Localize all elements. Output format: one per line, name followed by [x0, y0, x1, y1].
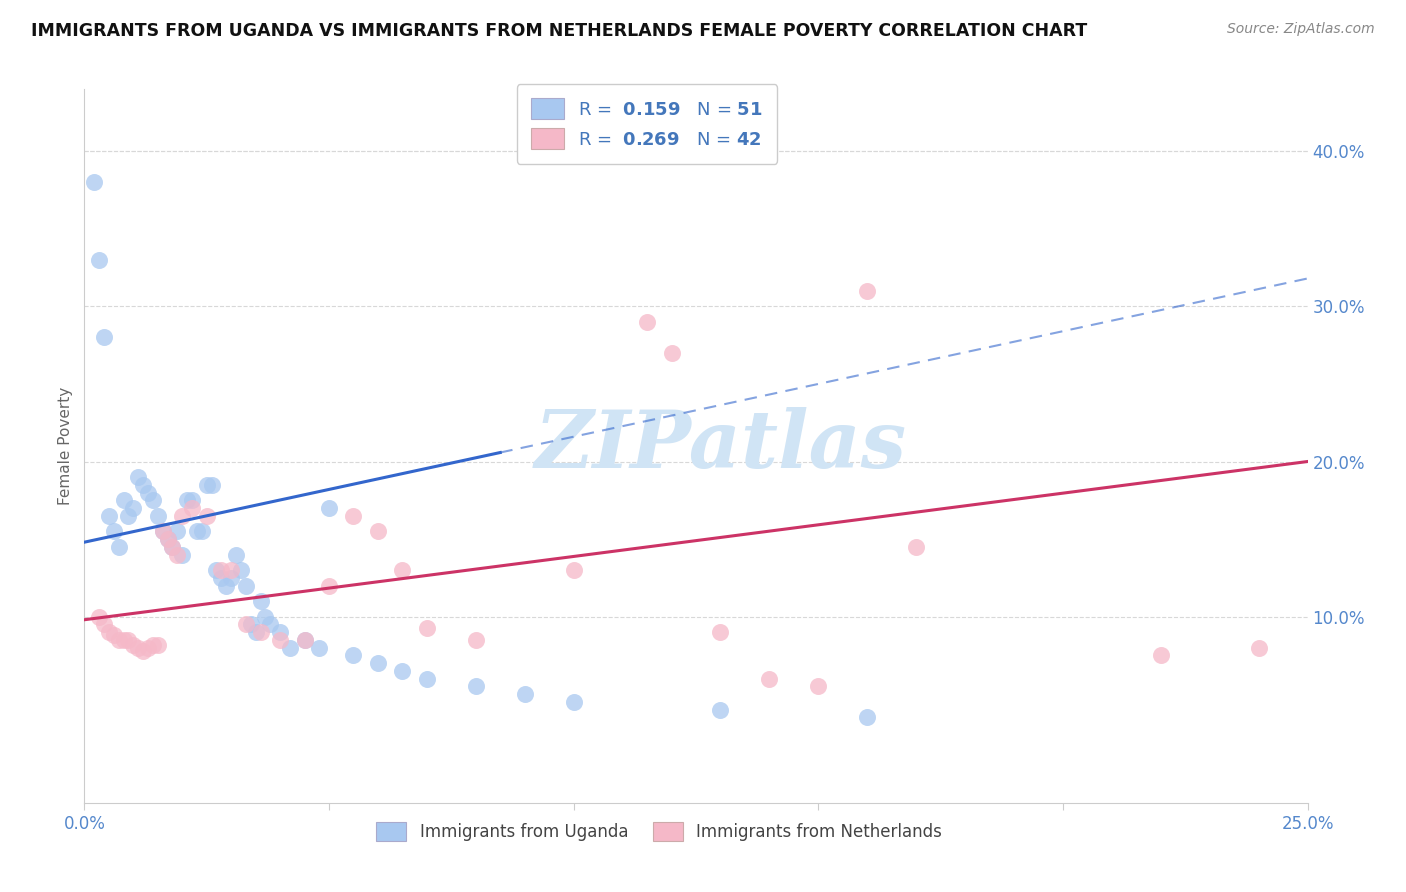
Point — [122, 638, 145, 652]
Point — [254, 609, 277, 624]
Point — [83, 175, 105, 189]
Point — [225, 548, 247, 562]
Point — [117, 508, 139, 523]
Point — [249, 625, 271, 640]
Point — [87, 252, 110, 267]
Point — [513, 687, 536, 701]
Point — [191, 524, 214, 539]
Point — [709, 625, 731, 640]
Point — [278, 640, 301, 655]
Point — [215, 579, 238, 593]
Text: Source: ZipAtlas.com: Source: ZipAtlas.com — [1227, 22, 1375, 37]
Point — [112, 632, 135, 647]
Point — [464, 680, 486, 694]
Point — [391, 563, 413, 577]
Point — [132, 477, 155, 491]
Point — [367, 656, 389, 670]
Point — [416, 620, 439, 634]
Point — [562, 563, 585, 577]
Point — [156, 532, 179, 546]
Point — [181, 493, 204, 508]
Point — [136, 485, 159, 500]
Point — [342, 648, 364, 663]
Point — [235, 617, 257, 632]
Point — [758, 672, 780, 686]
Point — [87, 609, 110, 624]
Point — [219, 571, 242, 585]
Point — [146, 638, 169, 652]
Point — [132, 644, 155, 658]
Point — [166, 548, 188, 562]
Point — [416, 672, 439, 686]
Point — [93, 617, 115, 632]
Point — [172, 508, 194, 523]
Point — [342, 508, 364, 523]
Point — [172, 548, 194, 562]
Point — [136, 640, 159, 655]
Point — [562, 695, 585, 709]
Text: IMMIGRANTS FROM UGANDA VS IMMIGRANTS FROM NETHERLANDS FEMALE POVERTY CORRELATION: IMMIGRANTS FROM UGANDA VS IMMIGRANTS FRO… — [31, 22, 1087, 40]
Point — [156, 532, 179, 546]
Point — [162, 540, 184, 554]
Point — [249, 594, 271, 608]
Point — [209, 571, 232, 585]
Point — [856, 710, 879, 724]
Point — [195, 508, 218, 523]
Point — [308, 640, 330, 655]
Point — [259, 617, 281, 632]
Point — [166, 524, 188, 539]
Point — [107, 632, 129, 647]
Point — [856, 284, 879, 298]
Point — [112, 493, 135, 508]
Point — [294, 632, 316, 647]
Point — [269, 625, 291, 640]
Point — [318, 501, 340, 516]
Point — [195, 477, 218, 491]
Point — [93, 330, 115, 344]
Point — [464, 632, 486, 647]
Point — [142, 638, 165, 652]
Point — [1150, 648, 1173, 663]
Point — [709, 703, 731, 717]
Point — [127, 470, 149, 484]
Point — [103, 524, 125, 539]
Point — [142, 493, 165, 508]
Point — [176, 493, 198, 508]
Point — [97, 508, 120, 523]
Point — [181, 501, 204, 516]
Point — [269, 632, 291, 647]
Point — [636, 315, 658, 329]
Legend: Immigrants from Uganda, Immigrants from Netherlands: Immigrants from Uganda, Immigrants from … — [370, 815, 949, 848]
Point — [294, 632, 316, 647]
Point — [146, 508, 169, 523]
Point — [152, 524, 174, 539]
Point — [107, 540, 129, 554]
Point — [367, 524, 389, 539]
Point — [200, 477, 222, 491]
Point — [186, 524, 208, 539]
Point — [318, 579, 340, 593]
Point — [127, 640, 149, 655]
Point — [97, 625, 120, 640]
Y-axis label: Female Poverty: Female Poverty — [58, 387, 73, 505]
Point — [229, 563, 252, 577]
Point — [152, 524, 174, 539]
Point — [103, 628, 125, 642]
Point — [391, 664, 413, 678]
Point — [235, 579, 257, 593]
Point — [807, 680, 830, 694]
Point — [205, 563, 228, 577]
Point — [209, 563, 232, 577]
Point — [219, 563, 242, 577]
Text: ZIPatlas: ZIPatlas — [534, 408, 907, 484]
Point — [1247, 640, 1270, 655]
Point — [117, 632, 139, 647]
Point — [905, 540, 928, 554]
Point — [661, 346, 683, 360]
Point — [245, 625, 267, 640]
Point — [162, 540, 184, 554]
Point — [122, 501, 145, 516]
Point — [239, 617, 262, 632]
